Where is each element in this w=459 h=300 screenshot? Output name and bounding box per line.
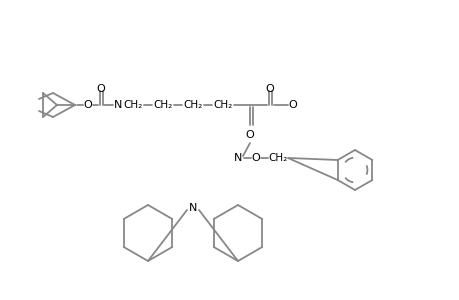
Text: CH₂: CH₂ (268, 153, 287, 163)
Text: CH₂: CH₂ (183, 100, 202, 110)
Text: CH₂: CH₂ (123, 100, 142, 110)
Text: O: O (265, 84, 274, 94)
Text: O: O (96, 84, 105, 94)
Text: O: O (288, 100, 297, 110)
Text: O: O (84, 100, 92, 110)
Text: CH₂: CH₂ (213, 100, 232, 110)
Text: N: N (113, 100, 122, 110)
Text: N: N (188, 203, 197, 213)
Text: O: O (251, 153, 260, 163)
Text: N: N (233, 153, 241, 163)
Text: O: O (245, 130, 254, 140)
Text: CH₂: CH₂ (153, 100, 172, 110)
